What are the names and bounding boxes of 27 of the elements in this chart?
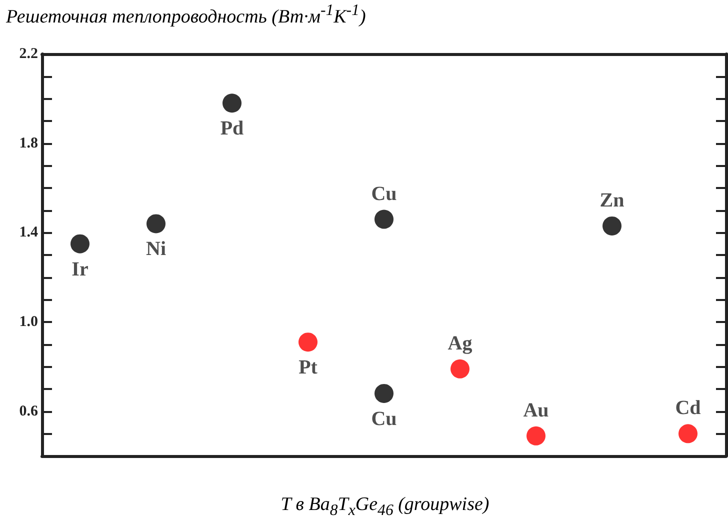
annotation: Ir	[72, 258, 88, 280]
annotation: Pd	[220, 118, 244, 140]
y-axis-title: Решеточная теплопроводность (Вт·м$^{-1}$К$^{-1}$)	[6, 2, 366, 28]
x-axis-title: T в Ba$_{8}$T$_{x}$Ge$_{46}$ (groupwise)	[280, 494, 490, 520]
point	[298, 332, 318, 352]
annotation: Au	[523, 399, 549, 422]
point	[526, 426, 546, 446]
annotation: Cu	[371, 408, 397, 430]
point	[146, 214, 166, 234]
annotation: Zn	[600, 189, 624, 212]
point	[374, 210, 394, 229]
point	[678, 424, 698, 444]
y-tick-label: 1.0	[19, 314, 38, 330]
y-tick-label: 2.2	[19, 46, 38, 62]
y-tick-label: 1.4	[19, 224, 38, 241]
point	[374, 384, 394, 403]
y-tick-label: 1.8	[19, 135, 38, 152]
annotation: Pt	[298, 356, 318, 379]
annotation: Ag	[448, 332, 472, 354]
y-tick-label: 0.6	[19, 403, 38, 420]
point	[70, 234, 90, 254]
annotation: Ni	[146, 238, 166, 260]
point	[222, 94, 242, 113]
point	[450, 359, 470, 378]
point	[602, 216, 622, 236]
annotation: Cu	[371, 182, 397, 205]
annotation: Cd	[675, 397, 701, 420]
